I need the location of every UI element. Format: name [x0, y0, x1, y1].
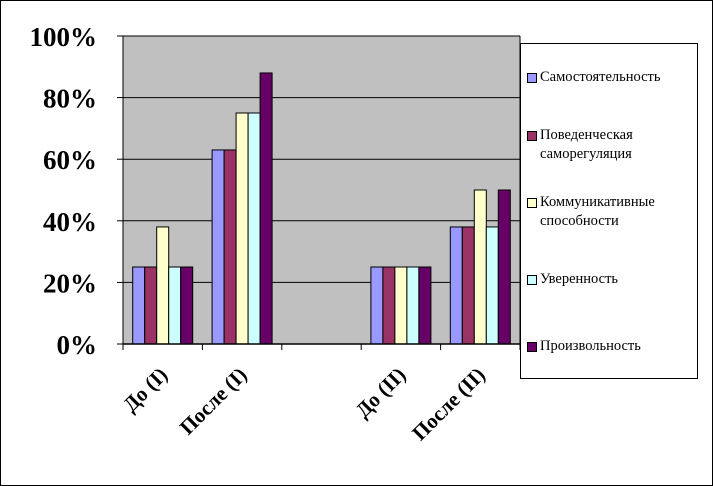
y-tick-label: 40% [43, 207, 97, 237]
legend-swatch [527, 131, 537, 141]
legend-swatch [527, 342, 537, 352]
bar [370, 266, 384, 345]
bar [461, 226, 475, 345]
bar [156, 226, 170, 345]
bar [497, 189, 511, 345]
bar [180, 266, 194, 345]
bar [144, 266, 158, 345]
bar [485, 226, 499, 345]
legend-swatch [527, 198, 537, 208]
bar [382, 266, 396, 345]
x-tick-labels: До (I) После (I) До (II)После (II) [118, 363, 490, 446]
bar [449, 226, 463, 345]
bar [418, 266, 432, 345]
y-tick-label: 100% [30, 22, 98, 52]
bar [132, 266, 146, 345]
legend-swatch [527, 73, 537, 83]
legend-item: Уверенность [527, 270, 693, 289]
y-tick-label: 80% [43, 84, 97, 114]
legend-item: Коммуникативные способности [527, 193, 693, 231]
y-tick-label: 60% [43, 145, 97, 175]
bar [406, 266, 420, 345]
y-tick-label: 0% [57, 330, 98, 360]
legend-item: Самостоятельность [527, 68, 693, 87]
legend-item: Поведенческая саморегуляция [527, 126, 693, 164]
legend-label: Поведенческая саморегуляция [540, 127, 633, 162]
legend-label: Произвольность [540, 338, 641, 354]
bar [235, 112, 249, 345]
x-tick-label: До (I) [118, 363, 172, 417]
y-tick-label: 20% [43, 268, 97, 298]
legend-swatch [527, 275, 537, 285]
x-tick-label: После (I) [175, 363, 252, 440]
bar [247, 112, 261, 345]
x-tick-label: До (II) [351, 363, 411, 423]
bar [394, 266, 408, 345]
legend-item: Произвольность [527, 337, 693, 356]
legend: Самостоятельность Поведенческая саморегул… [520, 43, 698, 379]
legend-label: Коммуникативные способности [540, 194, 655, 229]
bar [223, 149, 237, 345]
legend-label: Самостоятельность [540, 69, 661, 85]
x-tick-label: После (II) [407, 363, 490, 446]
y-tick-labels: 0% 20% 40% 60% 80% 100% [30, 22, 98, 360]
bar [473, 189, 487, 345]
legend-label: Уверенность [540, 271, 619, 287]
bar [259, 72, 273, 345]
bar [168, 266, 182, 345]
bar [211, 149, 225, 345]
